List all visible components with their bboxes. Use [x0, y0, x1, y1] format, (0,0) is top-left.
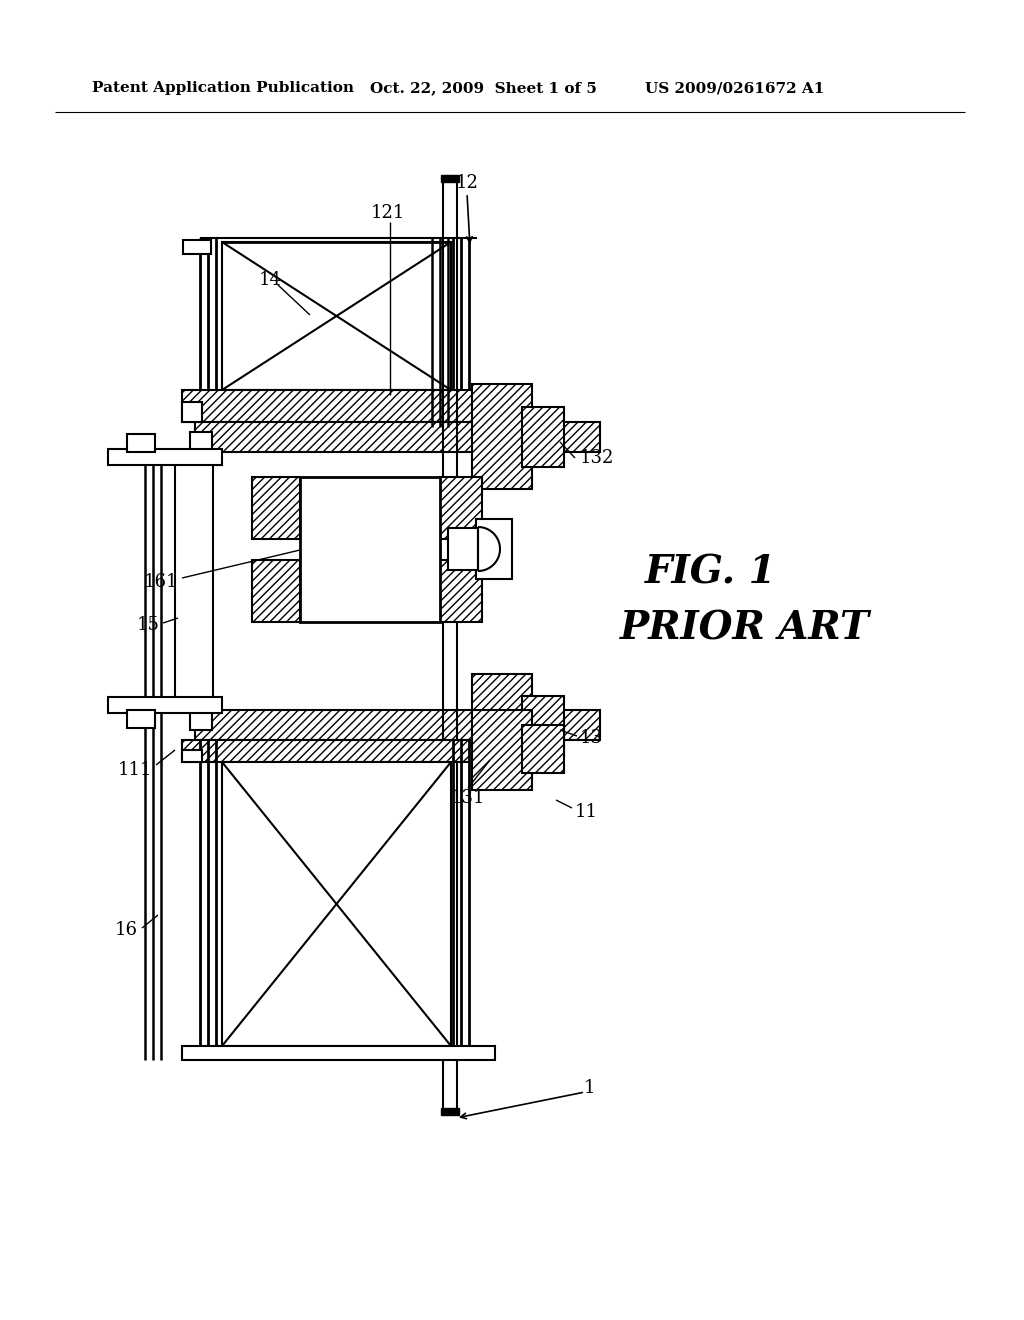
- Bar: [441, 1107, 459, 1115]
- Bar: [440, 477, 482, 539]
- Bar: [222, 242, 451, 389]
- Text: 12: 12: [456, 174, 478, 191]
- Text: Patent Application Publication: Patent Application Publication: [92, 81, 354, 95]
- Bar: [440, 560, 482, 622]
- Text: 121: 121: [371, 205, 406, 222]
- Bar: [195, 710, 600, 741]
- Bar: [252, 477, 300, 539]
- Bar: [522, 407, 564, 467]
- Text: 15: 15: [137, 616, 160, 634]
- Bar: [472, 710, 532, 789]
- Bar: [222, 762, 451, 1045]
- Bar: [175, 450, 213, 711]
- Bar: [182, 750, 202, 762]
- Bar: [190, 432, 212, 454]
- Bar: [522, 696, 564, 756]
- Text: 131: 131: [451, 789, 485, 807]
- Bar: [190, 708, 212, 730]
- Text: 14: 14: [259, 271, 282, 289]
- Text: PRIOR ART: PRIOR ART: [620, 609, 869, 647]
- Text: 111: 111: [118, 762, 152, 779]
- Bar: [127, 434, 155, 451]
- Bar: [472, 675, 532, 779]
- Bar: [127, 710, 155, 729]
- Bar: [182, 389, 495, 422]
- Text: 13: 13: [580, 729, 603, 747]
- Bar: [108, 449, 222, 465]
- Bar: [183, 240, 211, 253]
- Bar: [300, 477, 440, 622]
- Text: 11: 11: [575, 803, 598, 821]
- Bar: [522, 725, 564, 774]
- Bar: [441, 176, 459, 182]
- Text: 161: 161: [143, 573, 178, 591]
- Bar: [252, 560, 300, 622]
- Text: 16: 16: [115, 921, 138, 939]
- Bar: [472, 384, 532, 488]
- Bar: [108, 697, 222, 713]
- Bar: [449, 528, 478, 570]
- Text: Oct. 22, 2009  Sheet 1 of 5: Oct. 22, 2009 Sheet 1 of 5: [370, 81, 597, 95]
- Text: FIG. 1: FIG. 1: [645, 553, 776, 591]
- Bar: [476, 519, 512, 579]
- Text: US 2009/0261672 A1: US 2009/0261672 A1: [645, 81, 824, 95]
- Text: 1: 1: [585, 1078, 596, 1097]
- Bar: [182, 1045, 495, 1060]
- Text: 132: 132: [580, 449, 614, 467]
- Bar: [182, 741, 495, 762]
- Bar: [195, 422, 600, 451]
- Bar: [182, 403, 202, 422]
